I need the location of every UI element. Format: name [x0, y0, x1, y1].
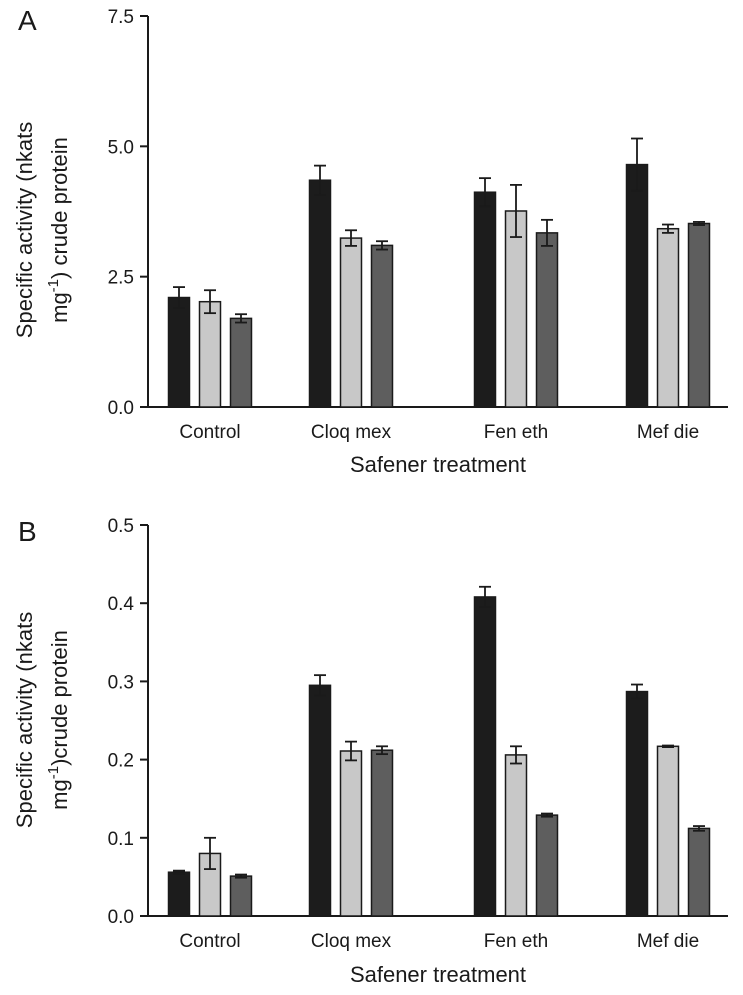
x-tick-label: Mef die	[637, 422, 699, 443]
x-tick-label: Fen eth	[484, 931, 548, 952]
y-tick-label: 0.0	[108, 398, 134, 419]
error-bar	[314, 674, 326, 697]
error-bar	[204, 836, 216, 870]
bar-cloq-mex-series-2	[339, 237, 363, 408]
bar-cloq-mex-series-1	[308, 179, 332, 408]
x-tick-label: Control	[179, 931, 240, 952]
bar-control-series-3	[229, 317, 253, 408]
error-bar	[541, 812, 553, 818]
y-ticks: 0.0 0.1 0.2 0.3 0.4 0.5	[108, 516, 148, 928]
error-bar	[314, 164, 326, 196]
panel-letter: B	[18, 516, 37, 547]
bars	[167, 137, 711, 408]
x-tick-labels: Control Cloq mex Fen eth Mef die	[179, 931, 699, 952]
x-axis-title: Safener treatment	[350, 452, 526, 477]
bar-mef-die-series-1	[625, 163, 649, 408]
error-bar	[235, 873, 247, 879]
y-tick-label: 2.5	[108, 268, 134, 289]
error-bar	[345, 229, 357, 247]
panel-b: B Specific activity (nkats mg-1)crude pro…	[12, 516, 728, 987]
error-bar	[631, 683, 643, 700]
error-bar	[510, 184, 522, 238]
error-bar	[173, 286, 185, 309]
y-ticks: 0.0 2.5 5.0 7.5	[108, 7, 148, 419]
bar-fen-eth-series-3	[535, 814, 559, 917]
x-axis-title: Safener treatment	[350, 962, 526, 987]
error-bar	[204, 289, 216, 315]
error-bar	[662, 223, 674, 234]
bar-mef-die-series-3	[687, 827, 711, 917]
y-axis-title: Specific activity (nkats mg-1)crude prote…	[12, 612, 72, 828]
x-tick-label: Control	[179, 422, 240, 443]
error-bar	[693, 825, 705, 832]
panel-a: A Specific activity (nkats mg-1) crude pr…	[12, 5, 728, 477]
error-bar	[693, 221, 705, 226]
bar-control-series-1	[167, 871, 191, 917]
y-axis-title-line1: Specific activity (nkats	[12, 612, 37, 828]
error-bar	[510, 745, 522, 765]
bar-control-series-3	[229, 875, 253, 917]
y-tick-label: 7.5	[108, 7, 134, 28]
y-tick-label: 0.5	[108, 516, 134, 537]
bar-mef-die-series-2	[656, 227, 680, 408]
y-axis-title-line2: mg-1) crude protein	[45, 137, 72, 323]
x-tick-labels: Control Cloq mex Fen eth Mef die	[179, 422, 699, 443]
x-tick-label: Mef die	[637, 931, 699, 952]
bar-control-series-1	[167, 296, 191, 408]
bar-cloq-mex-series-3	[370, 749, 394, 917]
bar-fen-eth-series-3	[535, 232, 559, 408]
error-bar	[662, 744, 674, 748]
y-tick-label: 0.2	[108, 751, 134, 772]
error-bar	[479, 585, 491, 609]
bar-cloq-mex-series-1	[308, 684, 332, 917]
bar-control-series-2	[198, 300, 222, 408]
bar-fen-eth-series-2	[504, 210, 528, 408]
y-tick-label: 0.3	[108, 672, 134, 693]
bar-fen-eth-series-1	[473, 596, 497, 917]
error-bar	[376, 745, 388, 756]
bar-mef-die-series-2	[656, 745, 680, 917]
y-tick-label: 0.4	[108, 594, 135, 615]
bar-fen-eth-series-2	[504, 754, 528, 917]
error-bar	[376, 240, 388, 251]
panel-letter: A	[18, 5, 37, 36]
error-bar	[631, 137, 643, 192]
error-bar	[479, 177, 491, 208]
x-tick-label: Fen eth	[484, 422, 548, 443]
bar-cloq-mex-series-2	[339, 750, 363, 917]
error-bar	[235, 313, 247, 324]
bar-cloq-mex-series-3	[370, 244, 394, 408]
y-axis-title-line1: Specific activity (nkats	[12, 122, 37, 338]
bar-mef-die-series-3	[687, 222, 711, 408]
y-axis-title-line2: mg-1)crude protein	[45, 630, 72, 810]
y-axis-title: Specific activity (nkats mg-1) crude prot…	[12, 122, 72, 338]
bar-mef-die-series-1	[625, 690, 649, 917]
error-bar	[345, 740, 357, 762]
bar-fen-eth-series-1	[473, 191, 497, 408]
bars	[167, 585, 711, 917]
y-tick-label: 5.0	[108, 137, 134, 158]
x-tick-label: Cloq mex	[311, 422, 392, 443]
y-tick-label: 0.0	[108, 907, 134, 928]
y-tick-label: 0.1	[108, 829, 134, 850]
error-bar	[173, 869, 185, 875]
error-bar	[541, 218, 553, 247]
x-tick-label: Cloq mex	[311, 931, 392, 952]
